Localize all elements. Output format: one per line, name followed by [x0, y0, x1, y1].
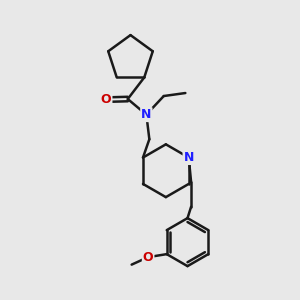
Text: N: N	[184, 151, 194, 164]
Text: N: N	[141, 108, 152, 121]
Text: O: O	[101, 93, 112, 106]
Text: O: O	[143, 250, 153, 264]
